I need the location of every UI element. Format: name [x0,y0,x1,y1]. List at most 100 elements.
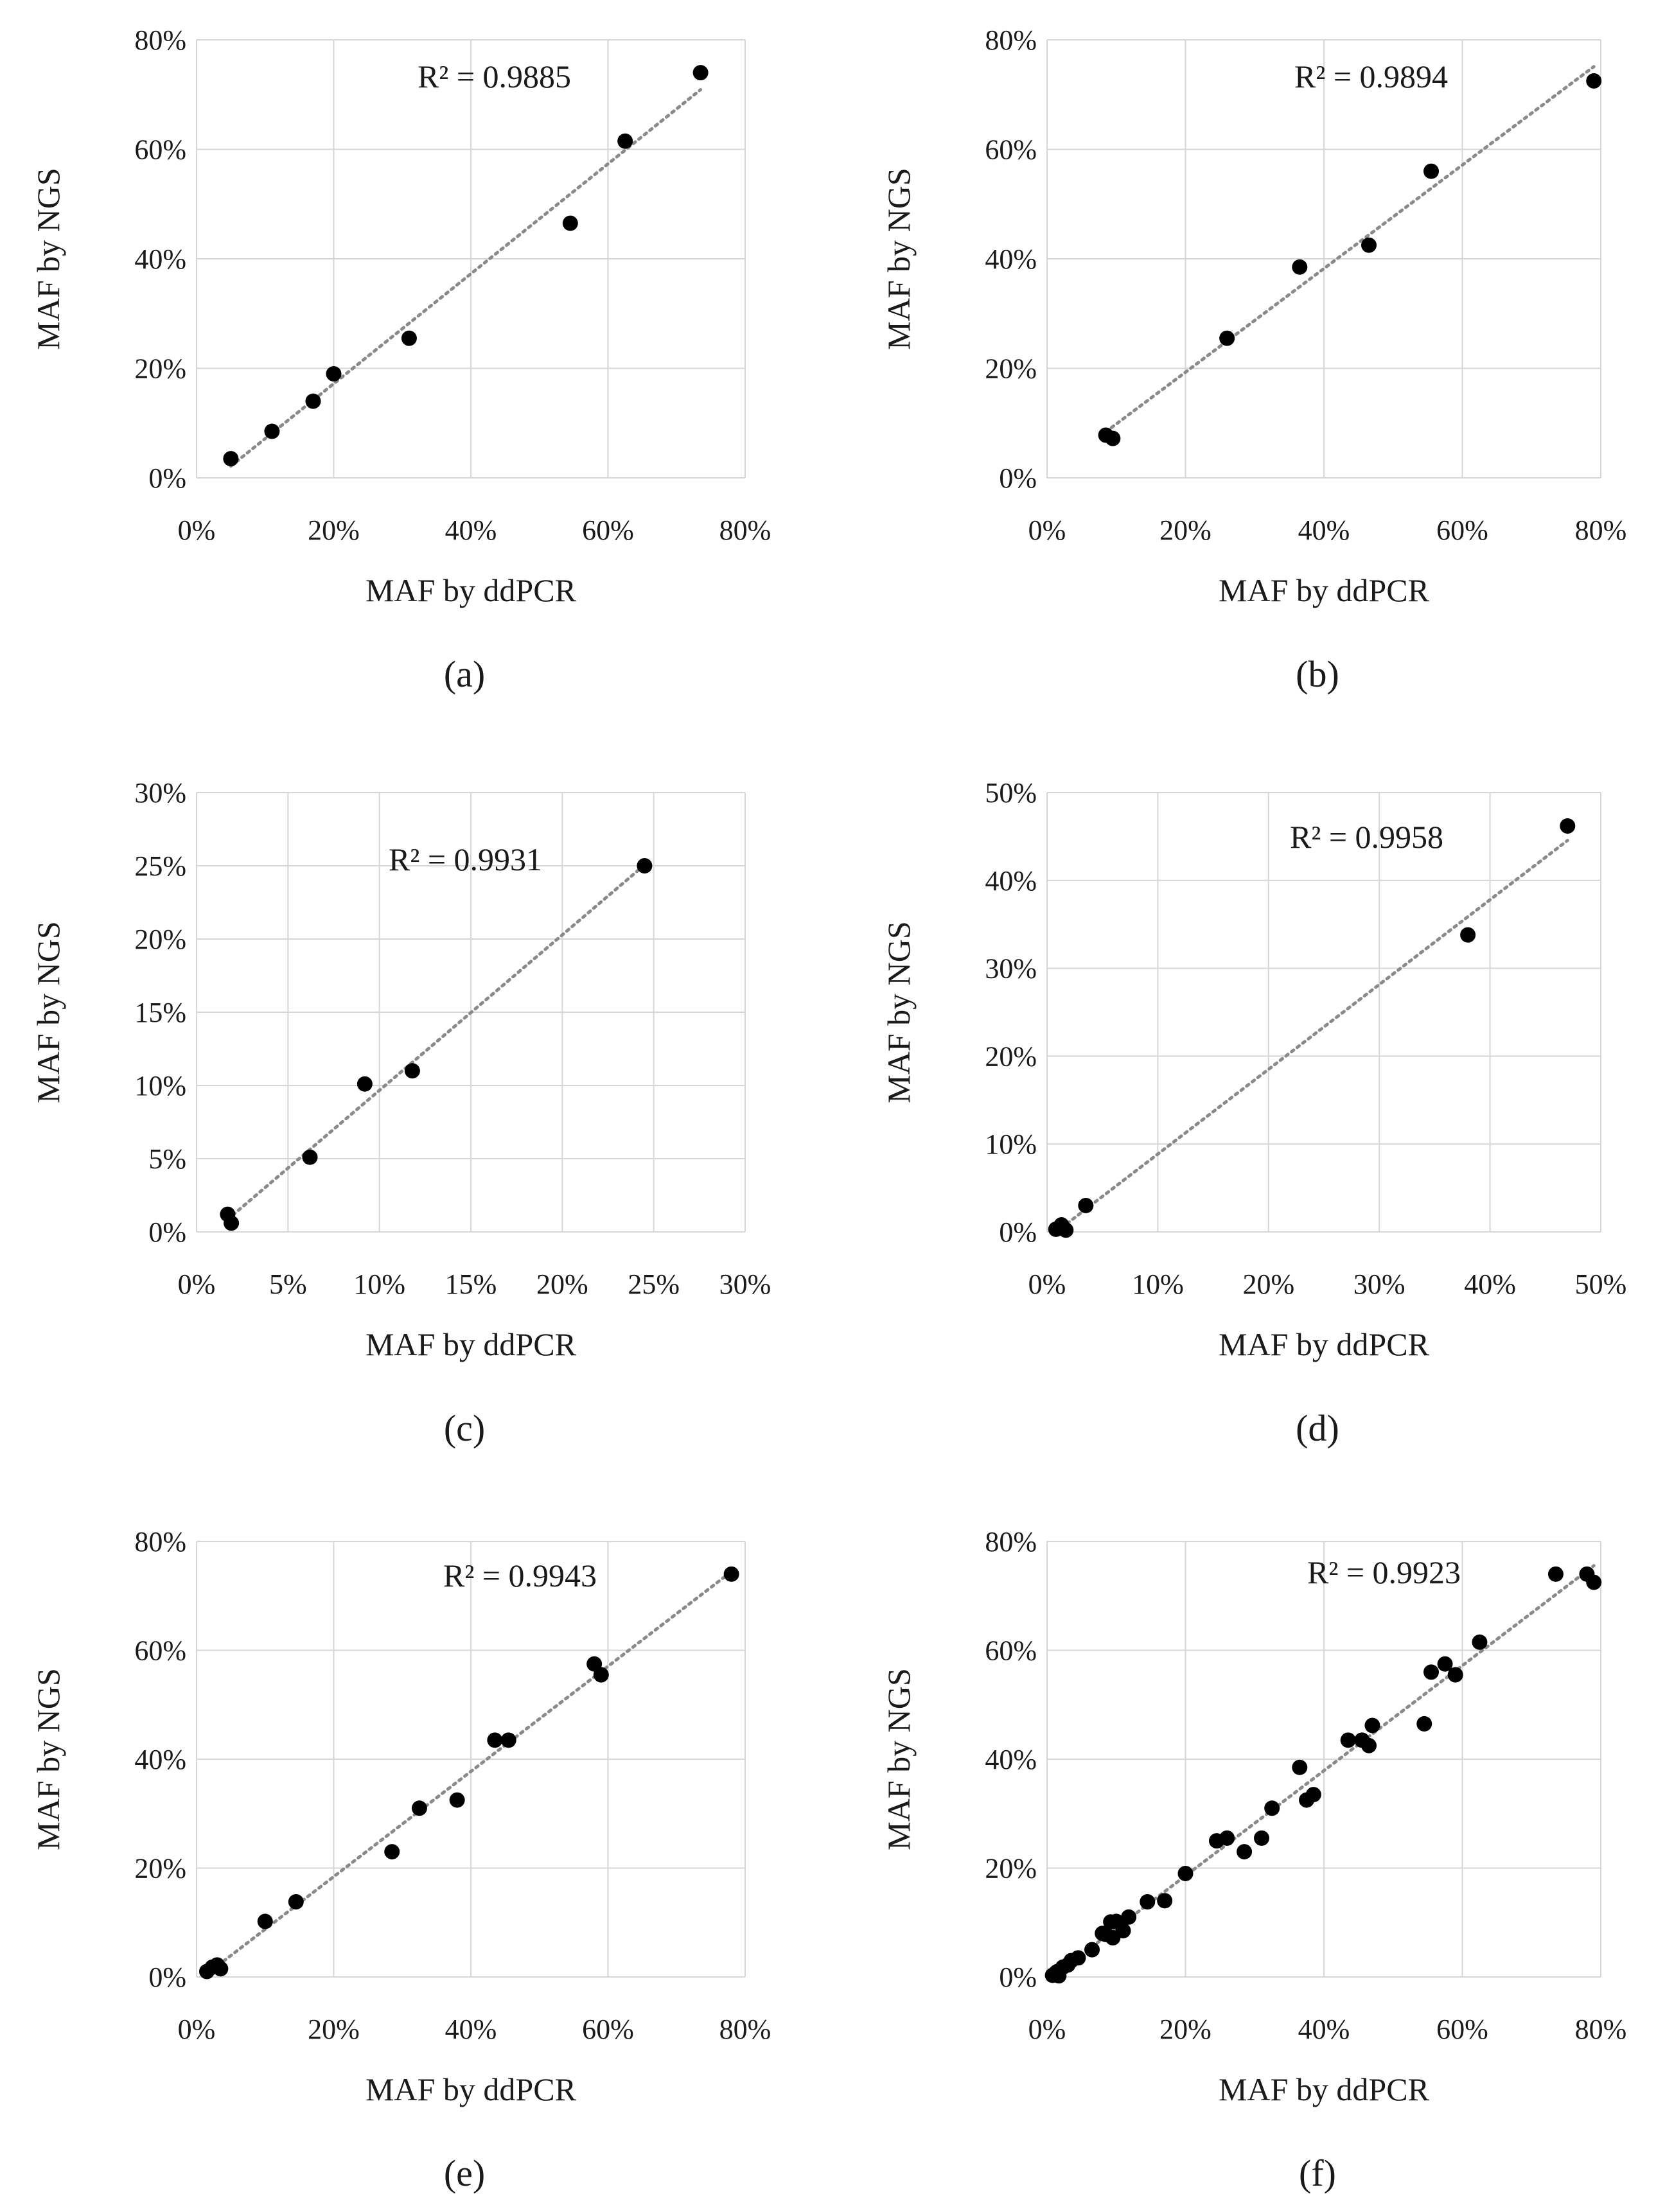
data-point [357,1076,373,1092]
y-tick-label: 10% [134,1070,186,1102]
trendline [1104,65,1596,434]
chart-panel-a: 0% 0% 20% 20% 40% 40% 60% 60% 80% 80% R² = 0.9885 M… [30,24,771,695]
x-tick-label: 0% [1028,2014,1066,2045]
data-point [1437,1656,1453,1672]
data-point [302,1149,318,1165]
y-tick-label: 80% [985,24,1037,56]
data-point [1364,1717,1380,1734]
y-axis-title: MAF by NGS [30,168,66,349]
data-point [1416,1716,1432,1732]
data-point [1115,1922,1131,1938]
x-tick-label: 0% [178,514,216,546]
data-point [1157,1893,1173,1909]
x-tick-label: 15% [445,1268,497,1300]
data-point [1423,163,1440,179]
y-tick-label: 40% [985,1744,1037,1775]
x-tick-label: 60% [1436,2014,1488,2045]
panel-label: (e) [444,2152,485,2194]
y-tick-label: 0% [148,1962,186,1993]
chart-panel-b: 0% 0% 20% 20% 40% 40% 60% 60% 80% 80% R² = 0.9894 M… [881,24,1626,695]
y-tick-label: 25% [134,850,186,882]
data-point [1058,1222,1074,1238]
x-tick-label: 10% [1132,1268,1184,1300]
x-tick-label: 60% [582,514,634,546]
data-point [723,1566,739,1582]
data-point [1264,1800,1280,1816]
r-squared-label: R² = 0.9931 [389,841,542,877]
data-point [288,1894,304,1910]
y-tick-label: 20% [134,353,186,385]
x-tick-label: 20% [536,1268,588,1300]
data-point [593,1667,609,1683]
y-axis-title: MAF by NGS [881,168,917,349]
data-point [1121,1909,1137,1925]
x-axis-title: MAF by ddPCR [366,2071,577,2107]
data-point [1078,1197,1094,1213]
x-tick-label: 40% [1298,514,1350,546]
data-point [257,1913,273,1929]
x-tick-label: 40% [1464,1268,1516,1300]
y-axis-title: MAF by NGS [881,921,917,1103]
y-tick-label: 40% [134,1744,186,1775]
data-point [305,393,321,409]
y-axis-title: MAF by NGS [881,1668,917,1850]
y-tick-label: 30% [985,953,1037,985]
x-tick-label: 80% [1575,2014,1627,2045]
chart-panel-e: 0% 0% 20% 20% 40% 40% 60% 60% 80% 80% R² = 0.9943 M… [30,1526,771,2194]
x-tick-label: 80% [719,2014,771,2045]
y-tick-label: 20% [985,1040,1037,1072]
x-tick-label: 50% [1575,1268,1627,1300]
chart-panel-d: 0% 0% 10% 10% 20% 20% 30% 30% 40% 40% 50% 50% R² = 0… [881,777,1626,1449]
chart-panel-c: 0% 0% 5% 5% 10% 10% 15% 15% 20% 20% 25% 25% 30% 30% R²… [30,777,771,1449]
x-tick-label: 80% [1575,514,1627,546]
x-tick-label: 0% [178,1268,216,1300]
x-axis-title: MAF by ddPCR [366,572,577,608]
x-tick-label: 60% [582,2014,634,2045]
y-tick-label: 0% [999,462,1037,494]
data-point [1219,1830,1235,1846]
x-axis-title: MAF by ddPCR [1219,572,1430,608]
data-point [224,1215,240,1231]
y-tick-label: 10% [985,1128,1037,1160]
data-point [411,1800,427,1816]
data-point [326,366,342,382]
y-tick-label: 20% [985,1853,1037,1884]
y-tick-label: 5% [148,1143,186,1175]
r-squared-label: R² = 0.9958 [1290,819,1443,855]
y-tick-label: 60% [134,1635,186,1667]
data-point [1586,73,1602,89]
y-tick-label: 40% [134,243,186,275]
x-tick-label: 40% [445,514,497,546]
y-tick-label: 60% [134,134,186,166]
trendline [205,1570,734,1976]
data-point [692,65,709,81]
y-tick-label: 30% [134,777,186,809]
x-tick-label: 20% [1159,514,1211,546]
data-point [1361,237,1377,253]
chart-panel-f: 0% 0% 20% 20% 40% 40% 60% 60% 80% 80% R² = 0.9923 M… [881,1526,1626,2194]
data-point [1292,259,1308,275]
data-point [637,858,653,873]
x-tick-label: 30% [1353,1268,1405,1300]
data-point [1547,1566,1564,1582]
data-point [1447,1667,1463,1683]
x-axis-title: MAF by ddPCR [1219,1326,1430,1362]
x-tick-label: 20% [1159,2014,1211,2045]
data-point [264,423,280,439]
y-tick-label: 0% [999,1216,1037,1248]
x-tick-label: 25% [628,1268,680,1300]
data-point [500,1732,516,1748]
y-tick-label: 0% [999,1962,1037,1993]
r-squared-label: R² = 0.9923 [1307,1554,1461,1590]
data-point [1586,1574,1602,1590]
data-point [1070,1950,1086,1966]
x-tick-label: 30% [719,1268,771,1300]
x-tick-label: 5% [269,1268,307,1300]
trendline [1054,839,1569,1234]
data-point [1254,1830,1270,1846]
data-point [223,451,239,467]
data-point [1340,1732,1356,1748]
x-tick-label: 20% [1242,1268,1294,1300]
data-point [1292,1759,1308,1775]
data-point [1140,1894,1156,1910]
